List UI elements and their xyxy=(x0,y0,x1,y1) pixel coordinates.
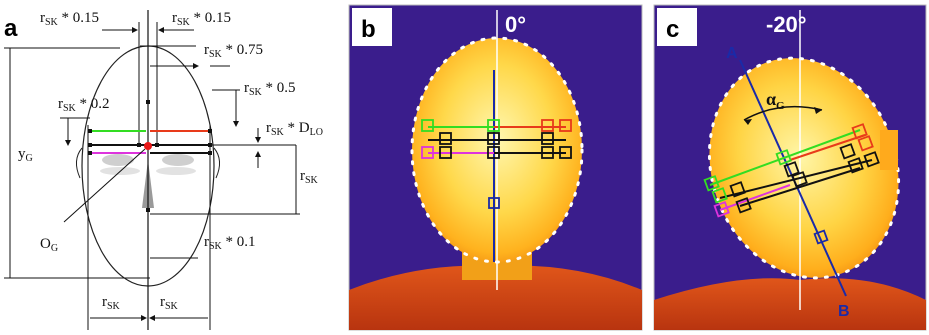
panel-c-angle: -20° xyxy=(766,12,807,37)
panel-c: αG A B c -20° xyxy=(653,4,927,331)
right-ear xyxy=(213,147,220,179)
panel-c-point-a: A xyxy=(726,45,738,62)
label-rsk-075: rSK * 0.75 xyxy=(204,42,263,60)
panel-b-angle: 0° xyxy=(505,12,526,37)
label-rsk-dlo: rSK * DLO xyxy=(266,120,323,138)
label-rsk-015-left: rSK * 0.15 xyxy=(40,10,99,28)
label-rsk-015-right: rSK * 0.15 xyxy=(172,10,231,28)
label-rsk-01: rSK * 0.1 xyxy=(204,234,256,252)
panel-b-markers xyxy=(421,119,572,209)
label-og: OG xyxy=(40,236,58,254)
panel-a-letter: a xyxy=(4,15,18,42)
label-rsk-bottom-right: rSK xyxy=(160,294,179,312)
panel-c-shoulders xyxy=(654,278,926,330)
panel-b-letter: b xyxy=(361,16,376,43)
label-yg: yG xyxy=(18,146,33,164)
label-rsk-02: rSK * 0.2 xyxy=(58,96,110,114)
panel-c-face xyxy=(709,58,899,278)
panel-c-point-b: B xyxy=(838,303,850,320)
panel-c-alpha-arc xyxy=(743,105,823,121)
panel-c-letter: c xyxy=(666,16,679,43)
label-rsk-05: rSK * 0.5 xyxy=(244,80,296,98)
origin-og-point xyxy=(144,142,152,150)
panel-c-ear xyxy=(880,130,898,170)
left-ear xyxy=(76,147,83,179)
panel-c-markers xyxy=(703,123,880,245)
panel-c-letter-box xyxy=(657,8,697,46)
panel-b-letter-box xyxy=(352,8,392,46)
label-rsk-bottom-left: rSK xyxy=(102,294,121,312)
right-cheek-shape xyxy=(156,167,196,175)
left-eye-shape xyxy=(102,154,134,166)
label-rsk-vertical: rSK xyxy=(300,168,319,186)
panel-a: a xyxy=(0,0,340,335)
og-leader-line xyxy=(63,148,146,223)
panel-c-alpha: αG xyxy=(766,89,785,112)
panel-b: b 0° xyxy=(348,4,643,331)
panel-b-shoulders xyxy=(349,265,642,330)
panel-a-markers xyxy=(88,100,212,212)
right-eye-shape xyxy=(162,154,194,166)
